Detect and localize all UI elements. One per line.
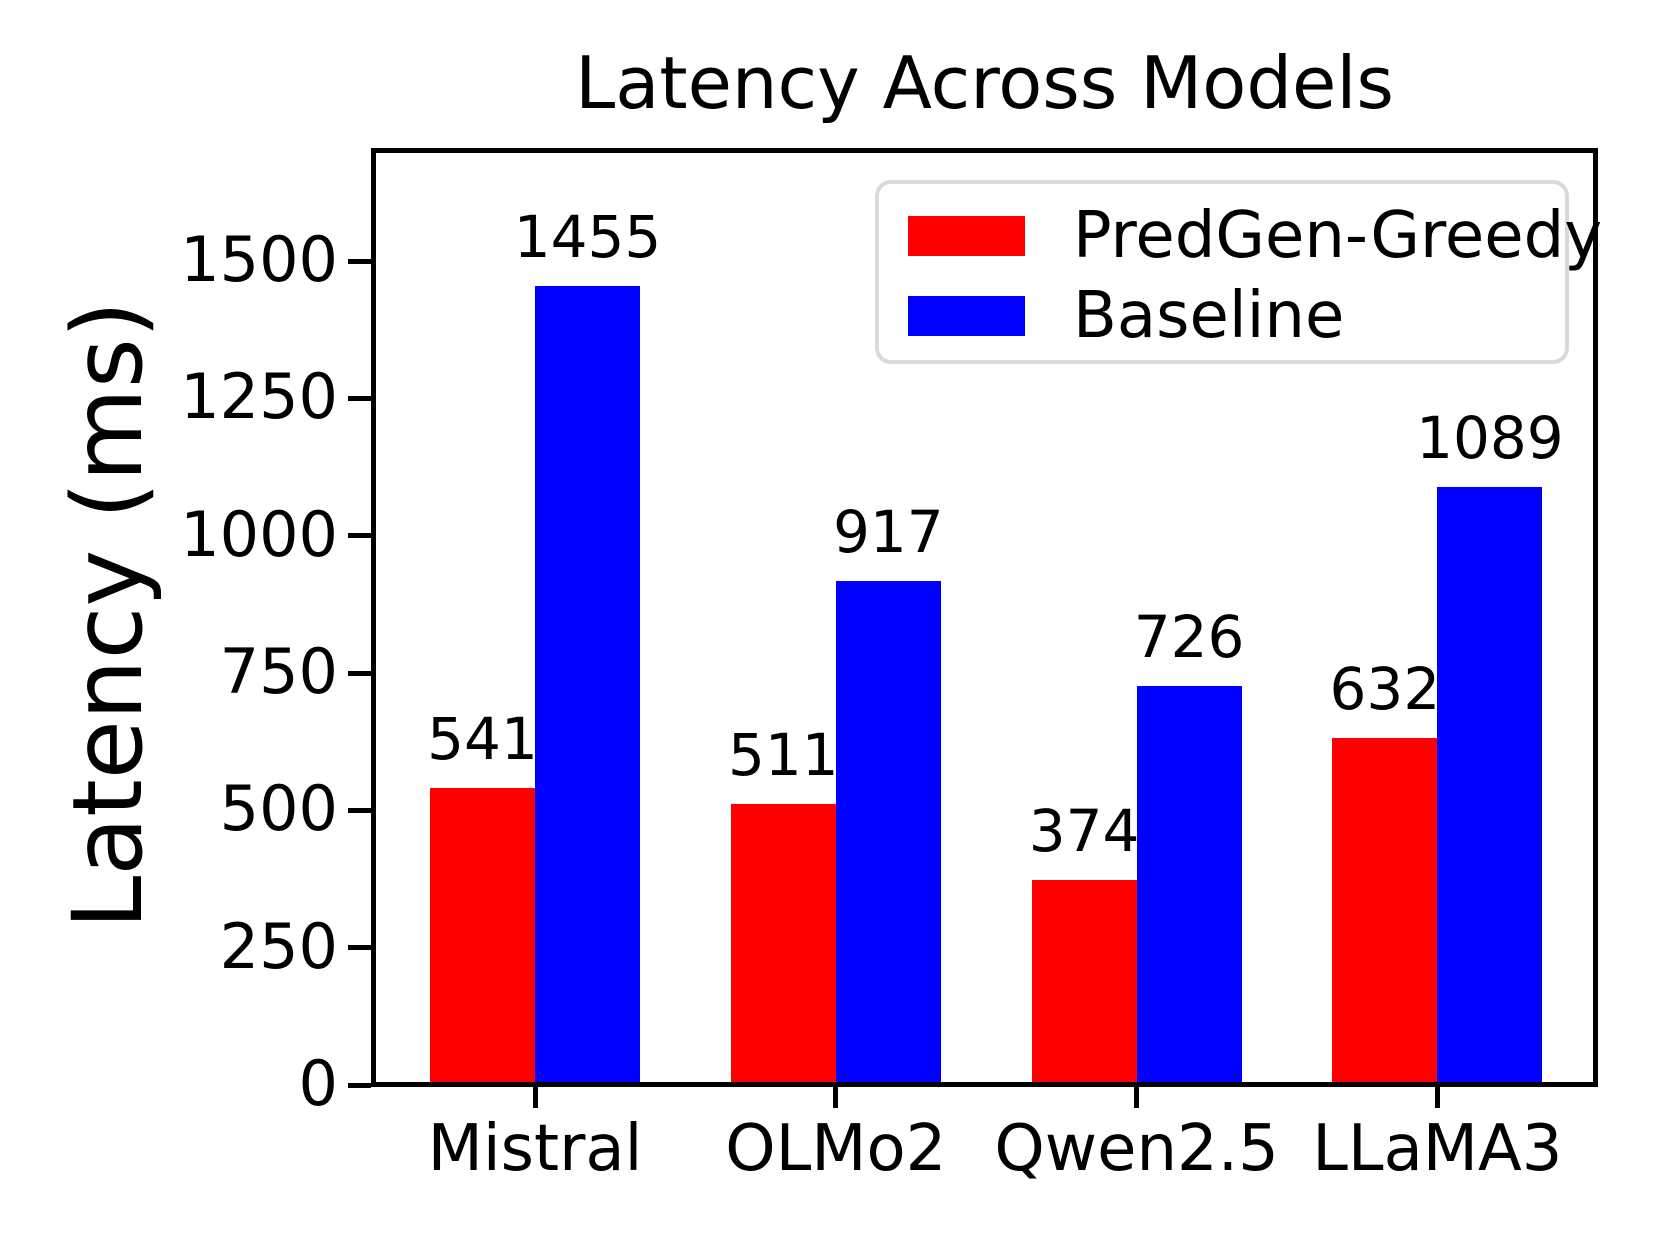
bar-baseline-mistral xyxy=(535,285,640,1085)
bar-predgen-greedy-mistral xyxy=(430,787,535,1085)
bar-predgen-greedy-olmo2 xyxy=(730,804,836,1085)
bar-value-label: 374 xyxy=(1028,796,1140,865)
legend-item-predgen-greedy: PredGen-Greedy xyxy=(908,199,1602,273)
y-tick-mark xyxy=(348,807,371,813)
bar-predgen-greedy-qwen2.5 xyxy=(1031,879,1137,1085)
bar-value-label: 1089 xyxy=(1416,403,1564,472)
legend-label-predgen-greedy: PredGen-Greedy xyxy=(1073,199,1603,273)
legend-label-baseline: Baseline xyxy=(1073,279,1345,353)
y-tick-label: 1500 xyxy=(180,223,338,297)
legend-swatch-predgen-greedy-icon xyxy=(908,216,1025,256)
y-tick-mark xyxy=(348,258,371,264)
bar-baseline-qwen2.5 xyxy=(1136,686,1242,1085)
y-tick-label: 750 xyxy=(219,635,338,709)
x-tick-label-olmo2: OLMo2 xyxy=(725,1112,947,1186)
y-tick-label: 1250 xyxy=(180,360,338,434)
y-tick-label: 500 xyxy=(219,772,338,846)
bar-value-label: 541 xyxy=(427,704,538,773)
bar-value-label: 511 xyxy=(727,721,839,790)
x-tick-label-mistral: Mistral xyxy=(427,1112,643,1186)
chart-title: Latency Across Models xyxy=(575,41,1394,125)
y-tick-mark xyxy=(348,1082,371,1088)
y-tick-label: 1000 xyxy=(180,497,338,571)
y-tick-mark xyxy=(348,533,371,539)
y-tick-mark xyxy=(348,945,371,951)
y-tick-mark xyxy=(348,395,371,401)
bar-value-label: 632 xyxy=(1329,654,1441,723)
bar-value-label: 1455 xyxy=(513,202,662,271)
x-tick-mark xyxy=(532,1085,538,1108)
x-tick-mark xyxy=(833,1085,839,1108)
x-tick-label-qwen2.5: Qwen2.5 xyxy=(994,1112,1279,1186)
y-tick-label: 0 xyxy=(298,1047,338,1121)
bar-value-label: 917 xyxy=(832,498,944,567)
legend: PredGen-Greedy Baseline xyxy=(875,180,1602,364)
bar-value-label: 726 xyxy=(1133,603,1245,672)
legend-swatch-baseline-icon xyxy=(908,296,1025,336)
bar-predgen-greedy-llama3 xyxy=(1332,737,1438,1085)
y-tick-label: 250 xyxy=(219,909,338,983)
plot-area xyxy=(371,148,1598,1087)
legend-item-baseline: Baseline xyxy=(908,279,1344,353)
y-tick-mark xyxy=(348,670,371,676)
x-tick-label-llama3: LLaMA3 xyxy=(1312,1112,1563,1186)
bar-baseline-llama3 xyxy=(1437,486,1543,1085)
bar-baseline-olmo2 xyxy=(835,581,941,1085)
x-tick-mark xyxy=(1134,1085,1140,1108)
x-tick-mark xyxy=(1434,1085,1440,1108)
